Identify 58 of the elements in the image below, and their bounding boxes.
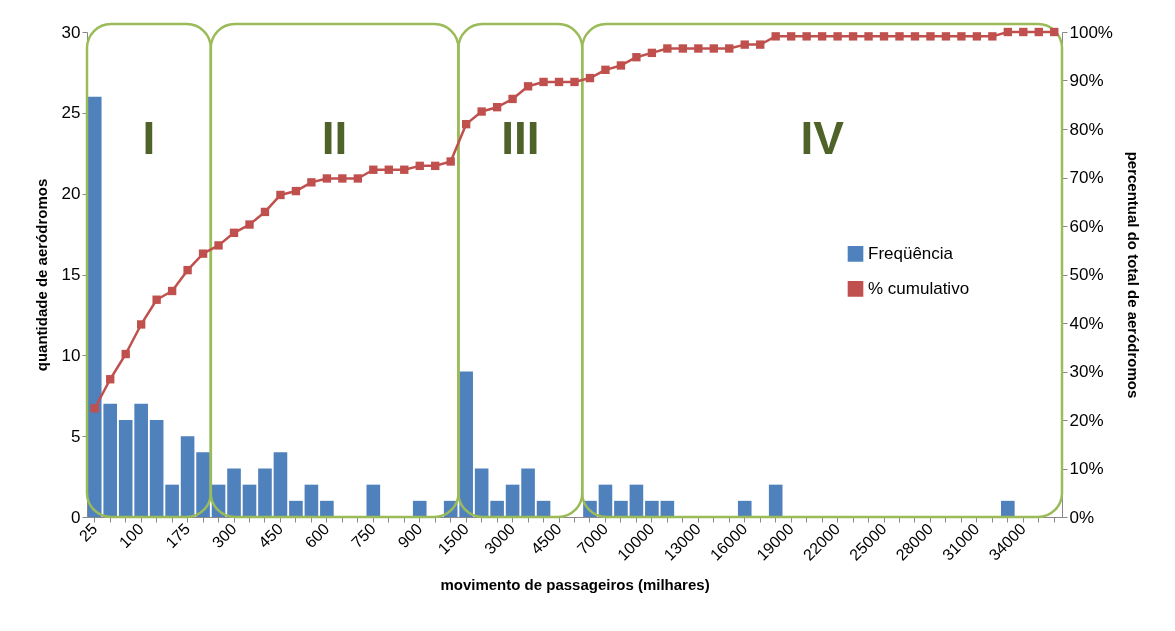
x-tick-label: 300 bbox=[208, 520, 240, 552]
bar bbox=[614, 500, 628, 517]
bar bbox=[258, 468, 272, 517]
x-axis-title: movimento de passageiros (milhares) bbox=[440, 575, 710, 593]
y2-tick-label: 80% bbox=[1069, 119, 1104, 139]
y2-tick-label: 90% bbox=[1069, 71, 1104, 90]
bar bbox=[768, 484, 783, 517]
bar bbox=[242, 484, 257, 517]
bar bbox=[149, 420, 164, 517]
x-tick-label: 100 bbox=[115, 520, 147, 552]
y2-tick-label: 10% bbox=[1069, 459, 1104, 478]
bar bbox=[737, 500, 752, 517]
bar bbox=[412, 500, 427, 517]
bar bbox=[304, 484, 319, 517]
legend-label: % cumulativo bbox=[868, 278, 970, 298]
bar bbox=[505, 484, 520, 517]
bar bbox=[629, 484, 644, 517]
bar bbox=[273, 452, 288, 517]
bar bbox=[474, 468, 489, 517]
y-tick-label: 5 bbox=[71, 426, 81, 446]
bar bbox=[320, 500, 334, 517]
x-tick-label: 900 bbox=[394, 520, 426, 552]
y2-tick-label: 60% bbox=[1069, 216, 1104, 236]
bar bbox=[196, 452, 210, 517]
bar bbox=[490, 500, 504, 517]
bar bbox=[180, 436, 195, 517]
bar bbox=[289, 500, 303, 517]
y2-axis-title: percentual do total de aeródromos bbox=[1124, 151, 1142, 399]
bar bbox=[165, 484, 179, 517]
y-tick-label: 0 bbox=[71, 507, 81, 527]
x-tick-label: 175 bbox=[162, 520, 194, 552]
x-tick-label: 450 bbox=[255, 520, 287, 552]
y-tick-label: 30 bbox=[61, 22, 81, 42]
y2-tick-label: 40% bbox=[1069, 313, 1104, 333]
annotation: II bbox=[321, 112, 348, 164]
bar bbox=[645, 500, 659, 517]
y-tick-label: 20 bbox=[61, 184, 81, 204]
annotation: III bbox=[501, 112, 540, 164]
y2-tick-label: 70% bbox=[1069, 168, 1104, 187]
legend-label: Freqüência bbox=[868, 243, 954, 263]
bar bbox=[598, 484, 613, 517]
y-axis-title: quantidade de aeródromos bbox=[32, 178, 50, 372]
y2-tick-label: 0% bbox=[1069, 507, 1095, 527]
annotation: IV bbox=[800, 112, 845, 164]
y-tick-label: 25 bbox=[61, 103, 81, 123]
bar bbox=[227, 468, 241, 517]
x-tick-label: 600 bbox=[301, 520, 333, 552]
bar bbox=[521, 468, 535, 517]
y2-tick-label: 100% bbox=[1069, 22, 1113, 42]
y2-tick-label: 30% bbox=[1069, 362, 1104, 381]
y-tick-label: 10 bbox=[61, 345, 81, 365]
y2-tick-label: 50% bbox=[1069, 265, 1104, 284]
bar bbox=[1001, 500, 1015, 517]
x-tick-label: 750 bbox=[348, 520, 380, 552]
annotation: I bbox=[142, 112, 156, 164]
y2-tick-label: 20% bbox=[1069, 410, 1104, 430]
y-tick-label: 15 bbox=[61, 265, 81, 284]
bar bbox=[366, 484, 381, 517]
